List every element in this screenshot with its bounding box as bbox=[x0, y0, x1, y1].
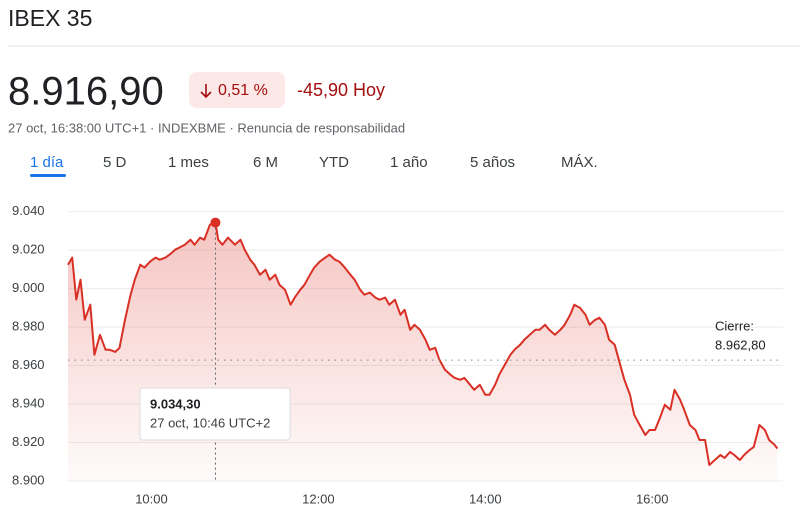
tabs: 1 día 5 D 1 mes 6 M YTD 1 año 5 años MÁX. bbox=[30, 154, 598, 171]
tab[interactable]: YTD bbox=[319, 154, 349, 171]
x-tick-label: 16:00 bbox=[636, 491, 669, 506]
area-fill bbox=[68, 222, 778, 481]
y-tick-label: 8.960 bbox=[12, 357, 45, 372]
x-tick-label: 12:00 bbox=[302, 491, 335, 506]
subtitle: 27 oct, 16:38:00 UTC+1 · INDEXBME · Renu… bbox=[8, 120, 405, 135]
reference-value: 8.962,80 bbox=[715, 338, 766, 353]
down-arrow bbox=[200, 84, 212, 99]
y-tick-label: 9.000 bbox=[12, 280, 45, 295]
tooltip-value: 9.034,30 bbox=[150, 396, 201, 411]
y-tick-label: 8.920 bbox=[12, 434, 45, 449]
tab[interactable]: 1 año bbox=[390, 154, 428, 171]
reference-label: Cierre: bbox=[715, 319, 754, 334]
y-tick-label: 9.020 bbox=[12, 242, 45, 257]
y-tick-label: 8.940 bbox=[12, 395, 45, 410]
change-absolute: -45,90 Hoy bbox=[297, 80, 385, 100]
title: IBEX 35 bbox=[8, 5, 92, 31]
y-tick-label: 8.980 bbox=[12, 319, 45, 334]
change-percent: 0,51 % bbox=[218, 82, 268, 99]
x-tick-label: 14:00 bbox=[469, 491, 502, 506]
tab[interactable]: 1 día bbox=[30, 154, 64, 171]
tooltip-time: 27 oct, 10:46 UTC+2 bbox=[150, 415, 270, 430]
tooltip-box bbox=[139, 387, 291, 441]
tab[interactable]: MÁX. bbox=[561, 154, 598, 171]
y-tick-label: 8.900 bbox=[12, 472, 45, 487]
tab[interactable]: 5 D bbox=[103, 154, 127, 171]
change-badge bbox=[189, 72, 285, 108]
tab[interactable]: 1 mes bbox=[168, 154, 209, 171]
tab-underline bbox=[30, 174, 66, 177]
y-tick-label: 9.040 bbox=[12, 203, 45, 218]
tab[interactable]: 5 años bbox=[470, 154, 515, 171]
tooltip-point bbox=[210, 217, 221, 228]
price: 8.916,90 bbox=[8, 70, 164, 114]
tab[interactable]: 6 M bbox=[253, 154, 278, 171]
x-tick-label: 10:00 bbox=[135, 491, 168, 506]
price-line bbox=[67, 221, 779, 466]
